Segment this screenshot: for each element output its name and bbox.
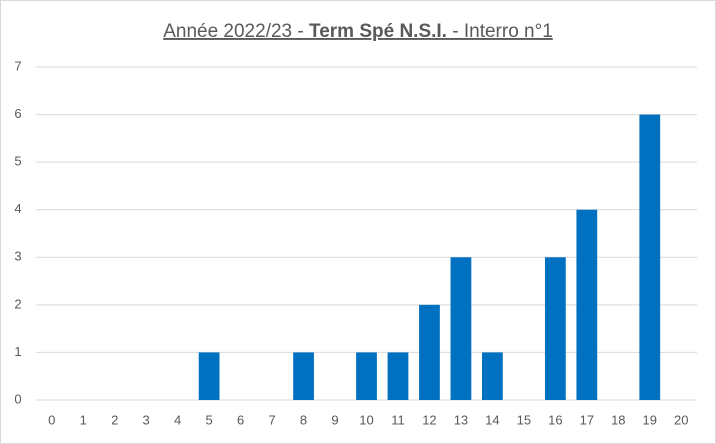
bar bbox=[639, 114, 661, 401]
x-tick-label: 6 bbox=[237, 412, 244, 427]
y-tick-label: 3 bbox=[14, 249, 21, 264]
bar bbox=[419, 304, 440, 400]
title-run: - Interro n°1 bbox=[447, 21, 553, 42]
x-tick-label: 19 bbox=[643, 412, 657, 427]
y-tick-label: 6 bbox=[14, 106, 21, 121]
y-tick-label: 7 bbox=[14, 58, 21, 73]
x-tick-label: 15 bbox=[517, 412, 531, 427]
x-tick-label: 10 bbox=[359, 412, 373, 427]
x-tick-label: 9 bbox=[331, 412, 338, 427]
y-tick-label: 4 bbox=[14, 201, 21, 216]
x-tick-label: 0 bbox=[48, 412, 55, 427]
chart-title: Année 2022/23 - Term Spé N.S.I. - Interr… bbox=[163, 21, 553, 42]
x-tick-label: 17 bbox=[580, 412, 594, 427]
x-tick-label: 16 bbox=[548, 412, 562, 427]
bar bbox=[450, 257, 472, 400]
bar bbox=[387, 352, 409, 400]
x-tick-label: 12 bbox=[422, 412, 436, 427]
title-run: Année 2022/23 - bbox=[163, 21, 309, 42]
x-tick-label: 13 bbox=[454, 412, 468, 427]
x-tick-label: 4 bbox=[174, 412, 181, 427]
bar bbox=[293, 352, 314, 400]
x-tick-label: 5 bbox=[206, 412, 213, 427]
x-tick-label: 20 bbox=[674, 412, 688, 427]
bar bbox=[356, 352, 377, 400]
y-tick-label: 5 bbox=[14, 154, 21, 169]
x-tick-label: 7 bbox=[268, 412, 275, 427]
title-run: Term Spé N.S.I. bbox=[309, 21, 447, 42]
bar bbox=[576, 209, 598, 400]
x-tick-label: 2 bbox=[111, 412, 118, 427]
x-tick-label: 3 bbox=[143, 412, 150, 427]
x-tick-label: 8 bbox=[300, 412, 307, 427]
y-tick-label: 2 bbox=[14, 296, 21, 311]
y-tick-label: 0 bbox=[14, 391, 21, 406]
x-tick-label: 14 bbox=[485, 412, 499, 427]
bar bbox=[198, 352, 220, 400]
bar bbox=[544, 257, 566, 400]
y-tick-label: 1 bbox=[14, 344, 21, 359]
bar bbox=[482, 352, 503, 400]
x-tick-label: 18 bbox=[611, 412, 625, 427]
x-tick-label: 11 bbox=[391, 412, 405, 427]
x-tick-label: 1 bbox=[80, 412, 87, 427]
